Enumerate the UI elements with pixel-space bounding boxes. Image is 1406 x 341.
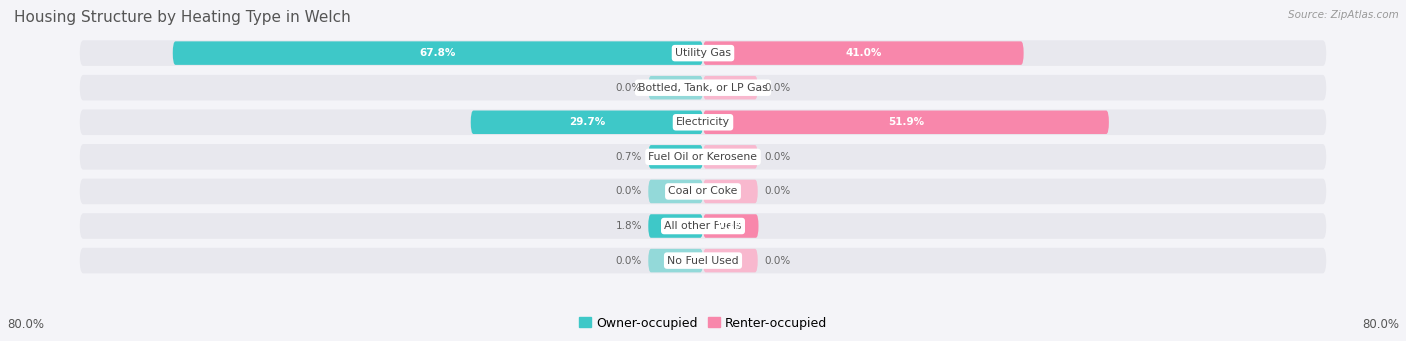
Text: 0.0%: 0.0% bbox=[616, 187, 643, 196]
Text: 67.8%: 67.8% bbox=[419, 48, 456, 58]
FancyBboxPatch shape bbox=[648, 249, 703, 272]
Text: Coal or Coke: Coal or Coke bbox=[668, 187, 738, 196]
Legend: Owner-occupied, Renter-occupied: Owner-occupied, Renter-occupied bbox=[574, 312, 832, 335]
FancyBboxPatch shape bbox=[471, 110, 703, 134]
Text: 51.9%: 51.9% bbox=[889, 117, 924, 127]
Text: 80.0%: 80.0% bbox=[1362, 318, 1399, 331]
FancyBboxPatch shape bbox=[648, 145, 703, 168]
Text: Fuel Oil or Kerosene: Fuel Oil or Kerosene bbox=[648, 152, 758, 162]
FancyBboxPatch shape bbox=[703, 110, 1109, 134]
FancyBboxPatch shape bbox=[80, 109, 1326, 135]
Text: 0.0%: 0.0% bbox=[763, 256, 790, 266]
FancyBboxPatch shape bbox=[80, 248, 1326, 273]
FancyBboxPatch shape bbox=[648, 214, 703, 238]
Text: 0.0%: 0.0% bbox=[763, 187, 790, 196]
FancyBboxPatch shape bbox=[703, 41, 1024, 65]
Text: 29.7%: 29.7% bbox=[569, 117, 605, 127]
Text: 0.0%: 0.0% bbox=[616, 256, 643, 266]
FancyBboxPatch shape bbox=[703, 249, 758, 272]
Text: 1.8%: 1.8% bbox=[616, 221, 643, 231]
FancyBboxPatch shape bbox=[703, 145, 758, 168]
Text: No Fuel Used: No Fuel Used bbox=[668, 256, 738, 266]
FancyBboxPatch shape bbox=[703, 180, 758, 203]
FancyBboxPatch shape bbox=[648, 76, 703, 100]
FancyBboxPatch shape bbox=[173, 41, 703, 65]
FancyBboxPatch shape bbox=[703, 76, 758, 100]
Text: Source: ZipAtlas.com: Source: ZipAtlas.com bbox=[1288, 10, 1399, 20]
Text: 7.1%: 7.1% bbox=[716, 221, 745, 231]
Text: Utility Gas: Utility Gas bbox=[675, 48, 731, 58]
FancyBboxPatch shape bbox=[703, 214, 758, 238]
Text: 0.0%: 0.0% bbox=[616, 83, 643, 93]
Text: Bottled, Tank, or LP Gas: Bottled, Tank, or LP Gas bbox=[638, 83, 768, 93]
Text: All other Fuels: All other Fuels bbox=[664, 221, 742, 231]
Text: 41.0%: 41.0% bbox=[845, 48, 882, 58]
FancyBboxPatch shape bbox=[648, 180, 703, 203]
FancyBboxPatch shape bbox=[80, 144, 1326, 170]
Text: 0.7%: 0.7% bbox=[616, 152, 643, 162]
FancyBboxPatch shape bbox=[80, 179, 1326, 204]
Text: Housing Structure by Heating Type in Welch: Housing Structure by Heating Type in Wel… bbox=[14, 10, 352, 25]
FancyBboxPatch shape bbox=[80, 75, 1326, 101]
Text: 0.0%: 0.0% bbox=[763, 152, 790, 162]
FancyBboxPatch shape bbox=[80, 40, 1326, 66]
FancyBboxPatch shape bbox=[80, 213, 1326, 239]
Text: 0.0%: 0.0% bbox=[763, 83, 790, 93]
Text: 80.0%: 80.0% bbox=[7, 318, 44, 331]
Text: Electricity: Electricity bbox=[676, 117, 730, 127]
